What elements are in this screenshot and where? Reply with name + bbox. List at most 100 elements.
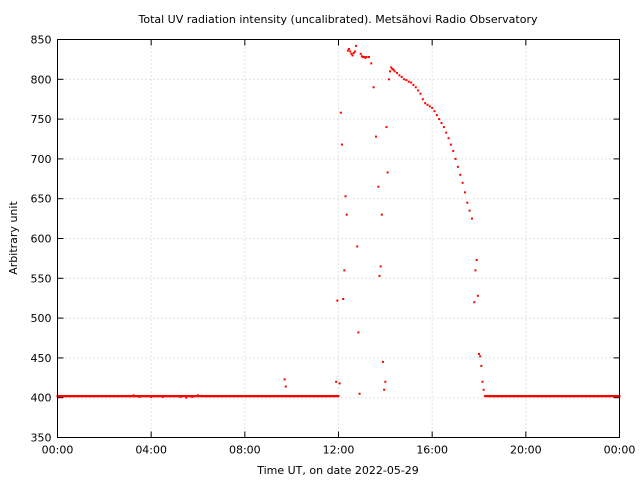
data-point — [431, 106, 434, 109]
data-point — [483, 395, 486, 398]
data-point — [390, 66, 393, 69]
y-axis: 350 400 450 500 550 600 650 700 750 800 850 — [31, 34, 620, 445]
data-point — [435, 114, 438, 117]
data-point — [377, 185, 380, 188]
data-point — [374, 135, 377, 138]
data-point — [433, 110, 436, 113]
data-point — [385, 126, 388, 129]
data-point — [438, 118, 441, 121]
data-point — [336, 299, 339, 302]
data-point — [424, 102, 427, 105]
y-tick-label: 600 — [31, 233, 52, 246]
x-tick-label: 20:00 — [510, 444, 542, 457]
data-point — [352, 52, 355, 55]
data-point — [480, 364, 483, 367]
x-tick-label: 04:00 — [135, 444, 167, 457]
data-point — [466, 201, 469, 204]
data-point — [338, 382, 341, 385]
data-point — [381, 360, 384, 363]
data-point — [378, 274, 381, 277]
data-point — [383, 388, 386, 391]
data-point — [445, 131, 448, 134]
data-point — [384, 380, 387, 383]
data-point — [481, 380, 484, 383]
data-point — [372, 86, 375, 89]
data-point — [396, 71, 399, 74]
data-point — [468, 209, 471, 212]
data-point — [335, 380, 338, 383]
data-point — [426, 103, 429, 106]
data-point — [356, 245, 359, 248]
data-point — [476, 294, 479, 297]
x-tick-label: 00:00 — [42, 444, 74, 457]
data-point — [456, 165, 459, 168]
data-point — [367, 56, 370, 59]
data-point — [389, 70, 392, 73]
x-axis-label: Time UT, on date 2022-05-29 — [256, 464, 419, 477]
data-point — [348, 48, 351, 51]
data-point — [454, 157, 457, 160]
y-tick-label: 850 — [31, 34, 52, 47]
data-point — [414, 86, 417, 89]
x-tick-label: 08:00 — [229, 444, 261, 457]
data-point — [346, 49, 349, 52]
data-point — [358, 392, 361, 395]
y-tick-label: 350 — [31, 432, 52, 445]
data-point — [461, 181, 464, 184]
x-tick-label: 00:00 — [604, 444, 636, 457]
data-point — [345, 213, 348, 216]
data-point — [417, 89, 420, 92]
chart-title: Total UV radiation intensity (uncalibrat… — [138, 13, 538, 26]
data-point — [440, 122, 443, 125]
data-point — [364, 56, 367, 59]
data-point — [403, 78, 406, 81]
data-point — [363, 56, 366, 59]
data-point — [485, 395, 488, 398]
data-point — [474, 269, 477, 272]
data-point — [447, 137, 450, 140]
data-point — [344, 195, 347, 198]
x-tick-label: 16:00 — [416, 444, 448, 457]
data-point — [360, 55, 363, 58]
plot-frame — [57, 39, 620, 438]
data-point — [478, 352, 480, 355]
y-tick-label: 750 — [31, 113, 52, 126]
y-tick-label: 650 — [31, 193, 52, 206]
data-point — [353, 50, 356, 53]
data-point — [349, 50, 352, 53]
data-point — [479, 355, 482, 358]
data-point — [452, 149, 455, 152]
data-point — [442, 126, 445, 129]
x-tick-label: 12:00 — [323, 444, 355, 457]
data-point — [350, 52, 353, 55]
data-point — [341, 143, 344, 146]
data-point — [393, 70, 396, 73]
data-point — [475, 258, 478, 261]
y-tick-label: 700 — [31, 153, 52, 166]
data-point — [428, 105, 431, 108]
data-point — [405, 79, 408, 82]
data-point — [342, 297, 345, 300]
data-point — [391, 67, 394, 70]
data-points — [56, 44, 621, 399]
data-point — [463, 191, 466, 194]
data-point — [387, 78, 390, 81]
data-point — [398, 74, 401, 77]
data-point — [380, 213, 383, 216]
data-point — [362, 56, 365, 59]
y-tick-label: 800 — [31, 73, 52, 86]
data-point — [365, 56, 368, 59]
data-point — [459, 173, 462, 176]
data-point — [419, 92, 422, 95]
data-point — [284, 385, 287, 388]
data-point — [473, 301, 476, 304]
y-tick-label: 500 — [31, 312, 52, 325]
y-tick-label: 400 — [31, 392, 52, 405]
data-point — [470, 217, 473, 220]
data-point — [343, 269, 346, 272]
data-point — [283, 378, 286, 381]
data-point — [339, 111, 342, 114]
grid-lines — [57, 39, 620, 438]
data-point — [412, 83, 415, 86]
